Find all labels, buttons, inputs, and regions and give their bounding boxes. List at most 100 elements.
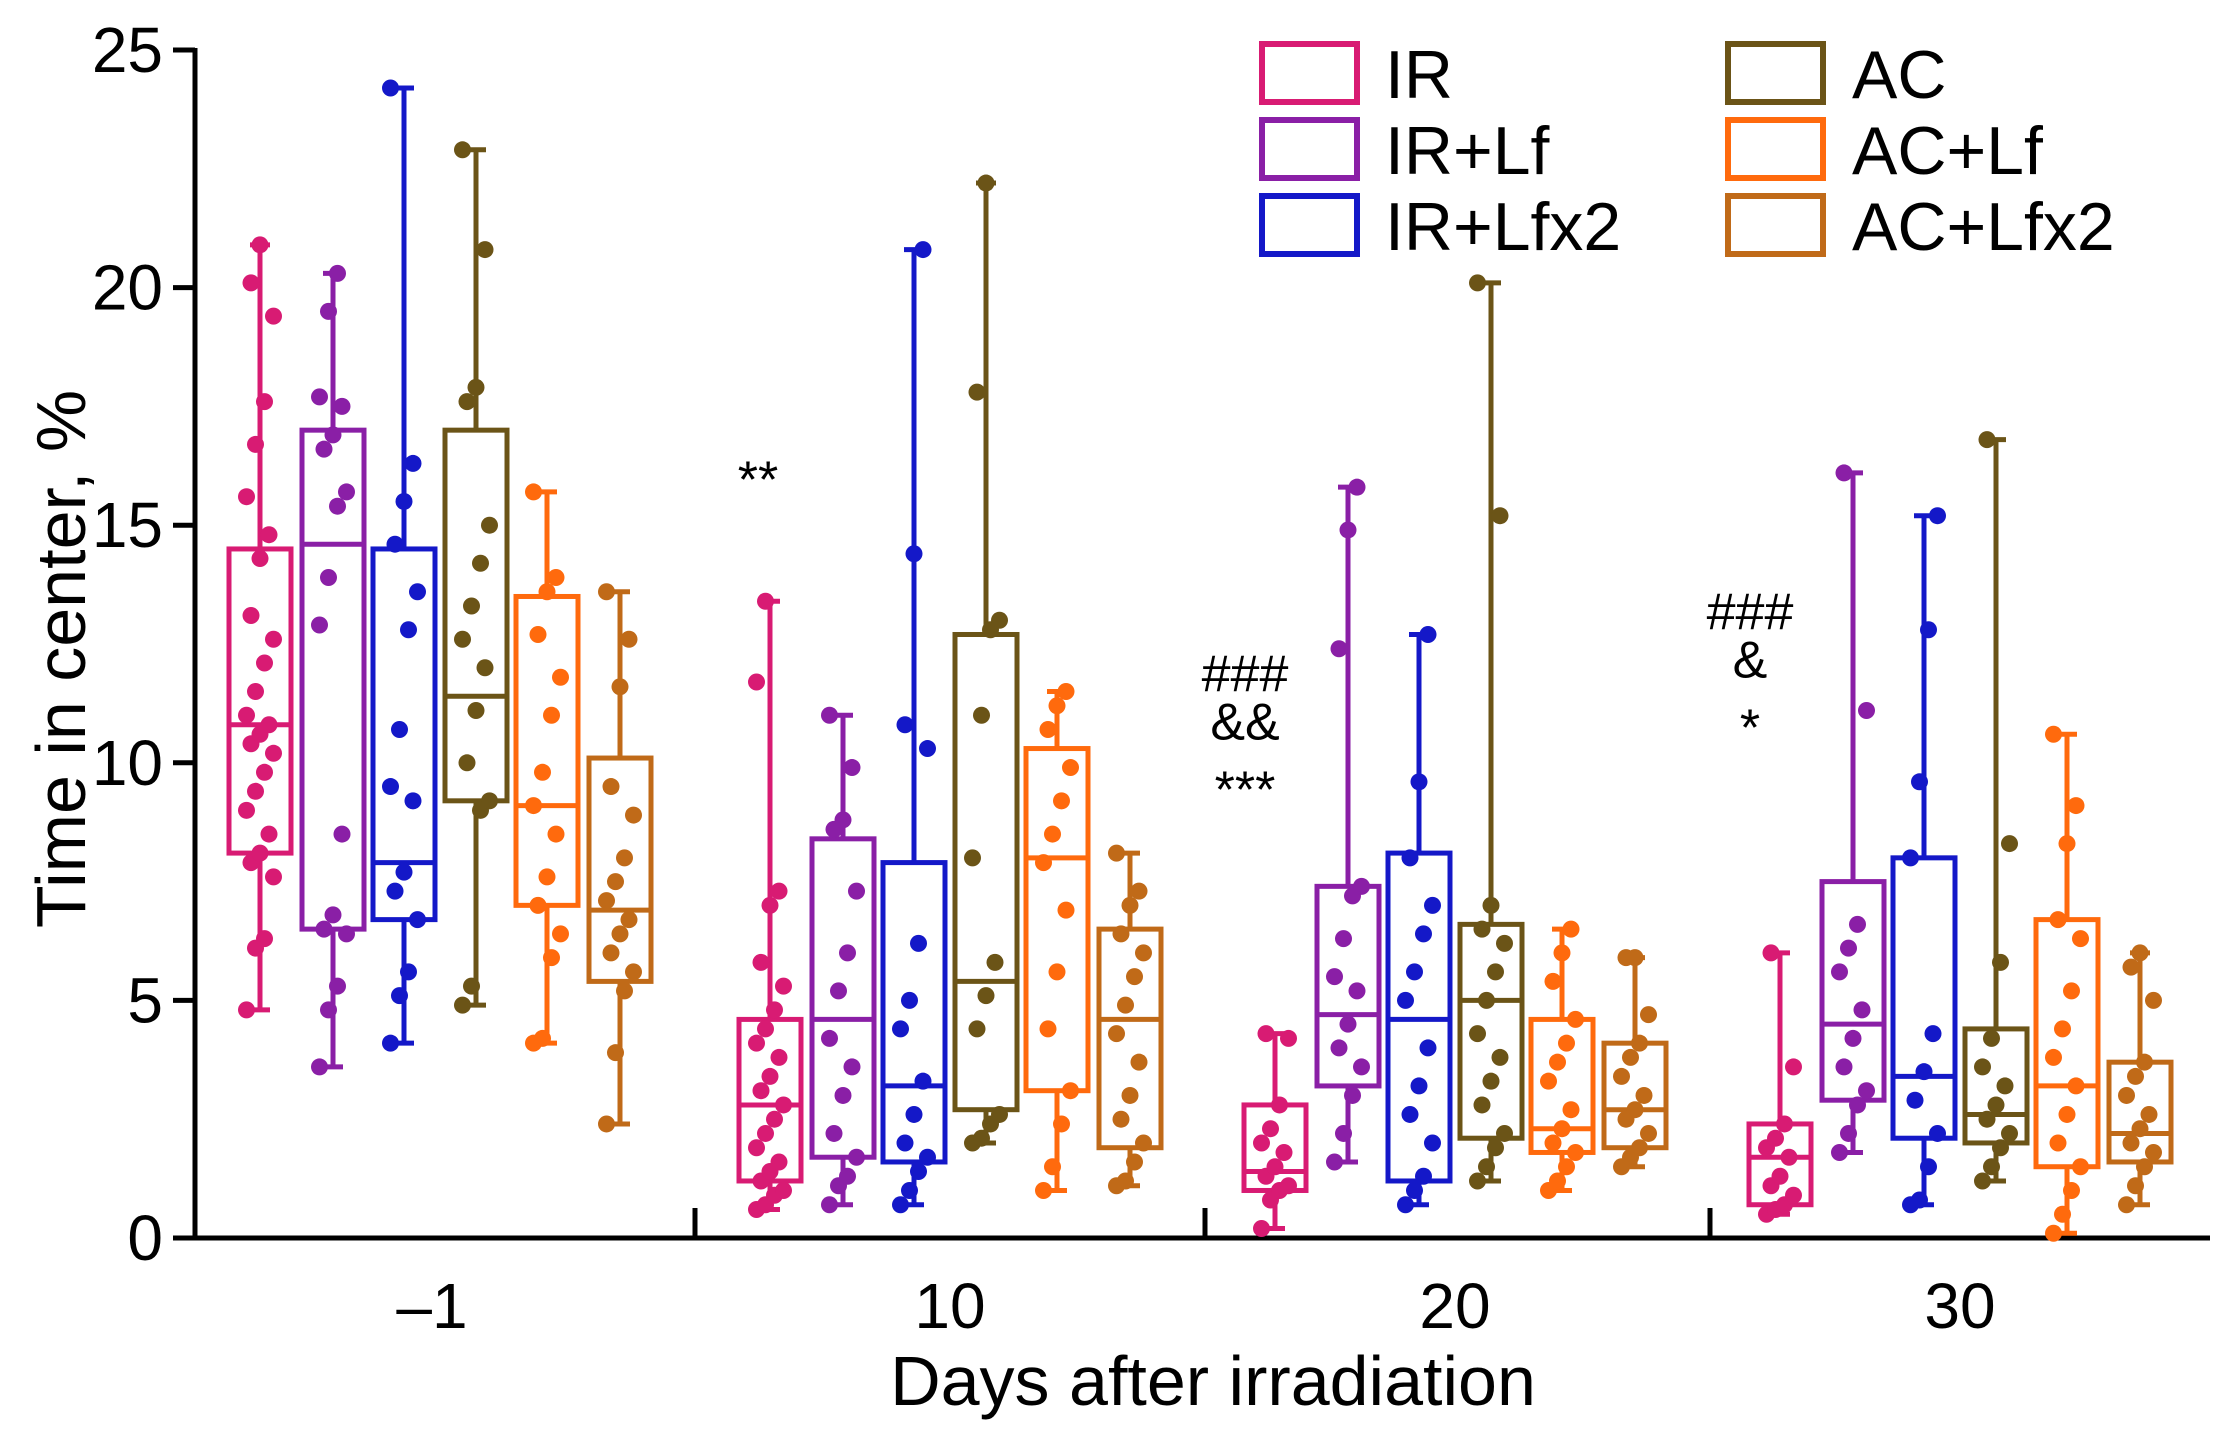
data-point xyxy=(534,763,551,781)
data-point xyxy=(386,535,404,553)
data-point xyxy=(1544,1134,1562,1152)
data-point xyxy=(914,241,932,259)
data-point xyxy=(625,963,642,981)
data-point xyxy=(1035,854,1052,872)
box-group xyxy=(1746,944,1814,1223)
legend-item: AC xyxy=(1725,37,1946,113)
data-point xyxy=(1406,1181,1423,1199)
data-point xyxy=(1771,1167,1789,1185)
data-point xyxy=(1266,1158,1284,1176)
data-point xyxy=(324,906,342,924)
annotation-text: ** xyxy=(738,452,778,510)
data-point xyxy=(620,630,638,648)
data-point xyxy=(1275,1143,1293,1161)
data-point xyxy=(247,435,264,453)
data-point xyxy=(1911,773,1928,791)
data-point xyxy=(757,1124,774,1142)
data-point xyxy=(757,592,774,610)
data-point xyxy=(481,792,498,810)
data-point xyxy=(1039,1020,1057,1038)
data-point xyxy=(1253,1219,1270,1237)
data-point xyxy=(821,1029,838,1047)
data-point xyxy=(265,868,282,886)
box xyxy=(442,427,510,804)
data-point xyxy=(2145,1143,2162,1161)
data-point xyxy=(1271,1096,1288,1114)
box xyxy=(2033,917,2101,1170)
data-point xyxy=(2072,930,2089,948)
box xyxy=(1962,1026,2030,1146)
data-point xyxy=(1849,1096,1866,1114)
data-point xyxy=(454,996,471,1014)
data-point xyxy=(238,801,255,819)
box-group xyxy=(809,706,877,1214)
data-point xyxy=(1544,972,1562,990)
data-point xyxy=(2131,944,2149,962)
data-point xyxy=(1920,621,1937,639)
data-point xyxy=(1344,1086,1361,1104)
data-point xyxy=(338,483,355,501)
data-point xyxy=(1840,1124,1857,1142)
data-point xyxy=(260,716,278,734)
data-point xyxy=(2127,1177,2144,1195)
data-point xyxy=(2001,835,2018,853)
data-point xyxy=(311,388,328,406)
data-point xyxy=(256,393,273,411)
data-point xyxy=(454,141,471,159)
data-point xyxy=(1062,759,1079,777)
data-point xyxy=(1135,944,1152,962)
legend-swatch xyxy=(1725,117,1826,181)
data-point xyxy=(247,683,264,701)
data-point xyxy=(1401,1105,1419,1123)
box-group xyxy=(952,174,1020,1152)
data-point xyxy=(395,863,413,881)
data-point xyxy=(481,516,498,534)
data-point xyxy=(1640,1124,1657,1142)
data-point xyxy=(382,778,399,796)
data-point xyxy=(1920,1158,1937,1176)
data-point xyxy=(265,744,282,762)
data-point xyxy=(2122,1134,2140,1152)
data-point xyxy=(625,806,642,824)
data-point xyxy=(752,953,770,971)
data-point xyxy=(905,1105,923,1123)
data-point xyxy=(404,792,422,810)
data-point xyxy=(1112,925,1130,943)
data-point xyxy=(843,1058,861,1076)
data-point xyxy=(238,1001,255,1019)
data-point xyxy=(1902,849,1919,867)
data-point xyxy=(1974,1058,1991,1076)
data-point xyxy=(2054,1020,2071,1038)
data-point xyxy=(1631,1034,1648,1052)
data-point xyxy=(1858,1082,1875,1100)
box xyxy=(1241,1102,1309,1193)
data-point xyxy=(1280,1029,1297,1047)
box-group xyxy=(1023,683,1091,1199)
data-point xyxy=(247,782,264,800)
data-point xyxy=(1057,683,1075,701)
x-tick-label: 20 xyxy=(1419,1270,1490,1342)
annotation-text: && xyxy=(1210,694,1279,752)
data-point xyxy=(910,934,927,952)
y-tick-label: 5 xyxy=(127,964,163,1036)
box-group xyxy=(1096,844,1164,1195)
box-group xyxy=(1314,478,1382,1171)
box xyxy=(1457,921,1525,1141)
data-point xyxy=(1039,721,1057,739)
data-point xyxy=(2136,1158,2153,1176)
significance-annotations: **###&&***###&* xyxy=(738,452,1794,820)
data-point xyxy=(1553,1120,1571,1138)
data-point xyxy=(968,1020,986,1038)
data-point xyxy=(525,483,542,501)
data-point xyxy=(1057,901,1075,919)
box xyxy=(952,631,1020,1113)
data-point xyxy=(1835,1058,1853,1076)
data-point xyxy=(2058,835,2076,853)
data-point xyxy=(1339,1015,1357,1033)
data-point xyxy=(1415,1167,1432,1185)
data-point xyxy=(1044,1158,1061,1176)
box-group xyxy=(1385,625,1453,1214)
data-point xyxy=(534,1029,551,1047)
data-point xyxy=(598,892,615,910)
data-point xyxy=(1558,1034,1575,1052)
